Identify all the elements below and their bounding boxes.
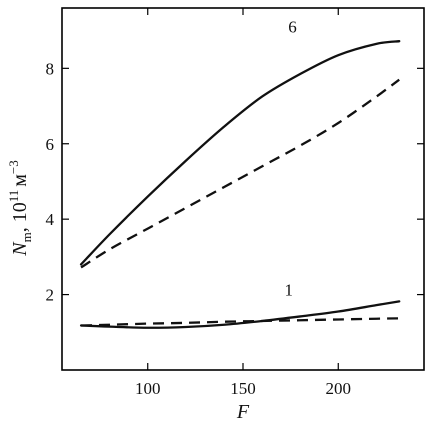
annotations: 61 — [284, 18, 296, 300]
x-tick-label-100: 100 — [135, 379, 161, 398]
series-line-4-dashed — [81, 317, 400, 327]
curve-label-1: 1 — [284, 280, 293, 299]
y-axis-unit-name-exponent: −3 — [6, 160, 21, 174]
series-line-2-dashed — [80, 78, 400, 269]
y-axis-unit-name: м — [9, 174, 31, 187]
y-tick-label-2: 2 — [46, 286, 55, 305]
series-line-1-solid — [79, 40, 401, 266]
y-axis-unit-base: 10 — [9, 202, 31, 222]
series-group — [79, 40, 401, 329]
y-tick-label-4: 4 — [46, 210, 55, 229]
y-axis-subscript: m — [19, 232, 34, 242]
axis-ticks: 100 150 200 2 4 6 8 — [46, 8, 424, 398]
y-axis-symbol: N — [9, 241, 31, 257]
y-axis-label: Nm, 1011 м−3 — [6, 160, 34, 257]
y-tick-label-8: 8 — [46, 59, 55, 78]
curve-label-6: 6 — [288, 18, 297, 37]
x-axis-label: F — [236, 401, 250, 423]
plot-frame — [61, 7, 425, 371]
y-axis-unit-exponent: 11 — [6, 190, 21, 203]
y-tick-label-6: 6 — [46, 135, 55, 154]
series-line-3-solid — [79, 300, 401, 329]
plot-border — [61, 7, 425, 371]
x-tick-label-150: 150 — [230, 379, 256, 398]
x-tick-label-200: 200 — [326, 379, 352, 398]
y-axis-separator: , — [9, 222, 31, 232]
